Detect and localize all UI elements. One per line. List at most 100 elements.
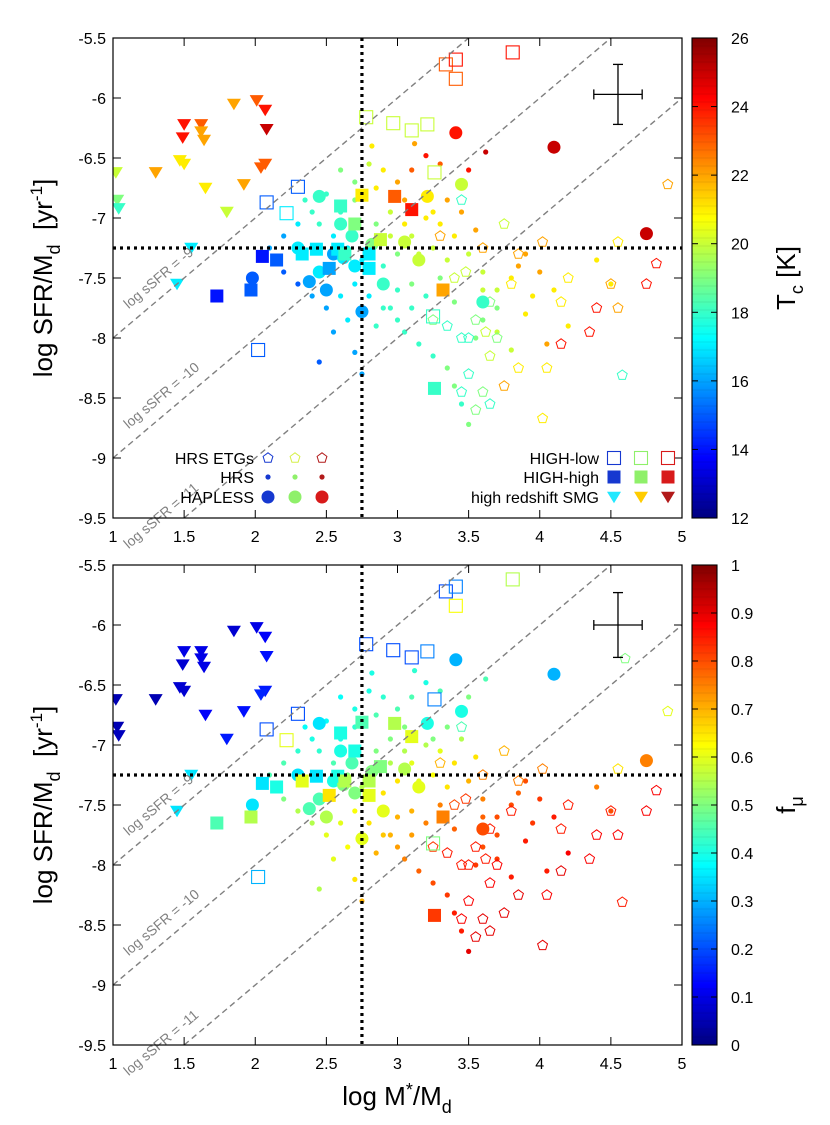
bottom-ssfr-line — [112, 564, 470, 866]
top-y-tick-label: -5.5 — [78, 31, 106, 48]
top-square-point — [322, 261, 336, 275]
top-dot-point — [352, 349, 358, 355]
bottom-pentagon-open-point — [484, 925, 496, 936]
top-triangle-point — [219, 206, 234, 219]
bottom-colorbar-tick-label: 0.1 — [731, 990, 753, 1007]
bottom-y-tick-label: -9 — [92, 978, 106, 995]
top-dot-point — [409, 233, 415, 239]
top-dot-point — [437, 221, 443, 227]
bottom-dot-point — [444, 892, 450, 898]
legend-label: HRS ETGs — [175, 451, 254, 468]
top-dot-point — [522, 251, 529, 257]
top-y-tick-label: -6 — [92, 91, 106, 108]
bottom-triangle-point — [198, 709, 213, 722]
top-dot-point — [380, 305, 386, 311]
legend-marker — [319, 474, 325, 480]
top-dot-point — [309, 209, 315, 215]
bottom-dot-point — [281, 796, 287, 802]
top-triangle-point — [175, 132, 190, 144]
top-colorbar-tick-label: 18 — [731, 305, 749, 322]
top-pentagon-open-point — [463, 332, 475, 343]
top-dot-point — [394, 287, 401, 293]
bottom-pentagon-open-point — [470, 931, 482, 942]
bottom-circle-point — [412, 780, 426, 794]
bottom-square-point — [427, 908, 441, 922]
bottom-pentagon-open-point — [498, 907, 510, 918]
bottom-square-point — [388, 716, 402, 730]
bottom-triangle-point — [194, 646, 209, 658]
bottom-square-open-point — [426, 836, 441, 851]
legend-marker — [288, 490, 302, 504]
bottom-scatter-points — [113, 572, 674, 955]
bottom-circle-point — [398, 762, 412, 776]
top-square-point — [210, 289, 224, 303]
bottom-square-open-point — [404, 650, 419, 665]
top-dot-point — [458, 401, 465, 407]
bottom-dot-point — [323, 832, 329, 838]
top-pentagon-open-point — [612, 236, 624, 247]
top-dot-point — [444, 197, 450, 203]
bottom-dot-point — [373, 850, 379, 856]
top-dot-point — [494, 305, 500, 311]
bottom-x-tick-label: 2 — [251, 1056, 260, 1073]
bottom-dot-point — [444, 724, 450, 730]
bottom-dot-point — [565, 850, 571, 856]
bottom-square-point — [244, 810, 258, 824]
top-y-tick-label: -6.5 — [78, 151, 106, 168]
top-dot-point — [444, 365, 450, 371]
legend-label: HRS — [220, 470, 254, 487]
top-dot-point — [345, 317, 351, 323]
top-dot-point — [366, 293, 372, 299]
bottom-colorbar: 0 0.1 0.2 0.3 0.4 0.5 0.6 0.7 0.8 0.9 1 — [691, 558, 753, 1055]
bottom-circle-point — [639, 754, 653, 768]
legend-label: HIGH-high — [523, 470, 599, 487]
bottom-dot-point — [515, 790, 522, 796]
top-dot-point — [551, 287, 557, 293]
bottom-square-point — [338, 774, 352, 788]
top-pentagon-open-point — [662, 178, 674, 190]
bottom-dot-point — [423, 680, 429, 686]
top-pentagon-open-point — [498, 218, 510, 229]
legend-marker — [265, 474, 271, 480]
top-circle-point — [319, 283, 333, 297]
top-circle-point — [449, 126, 463, 140]
top-square-open-point — [505, 45, 520, 60]
bottom-triangle-point — [177, 685, 192, 698]
bottom-pentagon-open-point — [434, 757, 446, 768]
bottom-pentagon-open-point — [555, 823, 567, 834]
bottom-dot-point — [537, 796, 543, 802]
bottom-pentagon-open-point — [616, 896, 628, 907]
top-dot-point — [430, 353, 436, 359]
top-dot-point — [537, 269, 543, 275]
bottom-pentagon-open-point — [460, 793, 472, 804]
bottom-square-open-point — [427, 692, 442, 707]
top-pentagon-open-point — [470, 404, 482, 415]
bottom-dot-point — [458, 736, 465, 742]
bottom-ssfr-line — [183, 624, 683, 1046]
bottom-colorbar-tick-label: 0.6 — [731, 750, 753, 767]
bottom-y-tick-label: -9.5 — [78, 1038, 106, 1055]
top-triangle-point — [148, 167, 163, 179]
bottom-dot-point — [608, 808, 614, 814]
top-pentagon-open-point — [555, 338, 567, 349]
bottom-dot-point — [380, 832, 386, 838]
top-dot-point — [423, 293, 429, 299]
top-triangle-point — [177, 119, 192, 131]
top-dot-point — [330, 329, 337, 335]
legend-marker — [661, 470, 675, 484]
top-y-tick-label: -7.5 — [78, 271, 106, 288]
bottom-pentagon-open-point — [619, 652, 631, 664]
top-circle-point — [345, 229, 359, 243]
legend-marker — [316, 452, 328, 463]
bottom-dot-point — [409, 832, 415, 838]
top-square-point — [362, 247, 376, 261]
top-square-open-point — [427, 165, 442, 180]
top-dot-point — [494, 287, 500, 293]
top-dot-point — [302, 197, 308, 203]
bottom-dot-point — [451, 826, 457, 832]
top-dot-point — [430, 245, 436, 251]
bottom-pentagon-open-point — [456, 721, 468, 732]
bottom-dot-point — [387, 832, 393, 838]
